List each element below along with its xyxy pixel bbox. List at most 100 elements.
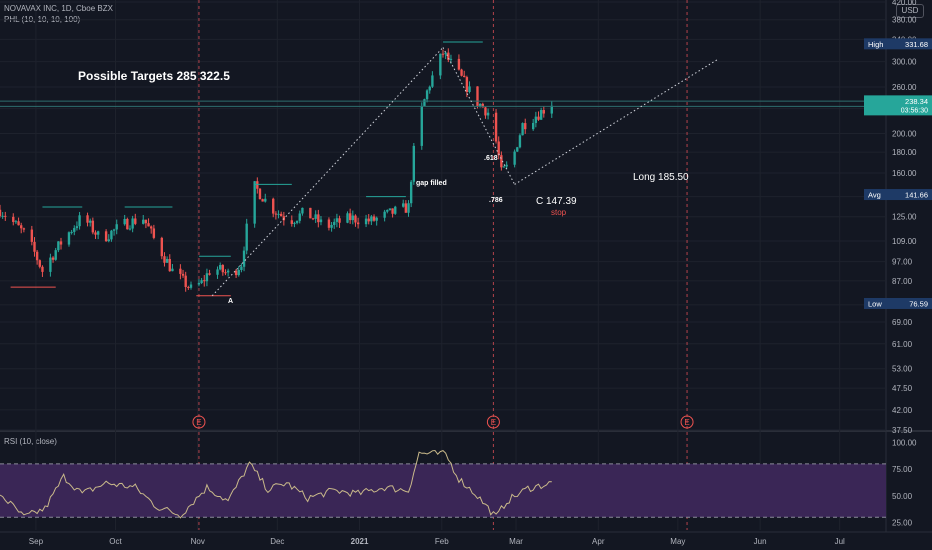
candle-body: [181, 273, 185, 276]
price-badge-label: Low: [868, 299, 882, 308]
candle-body: [203, 280, 206, 282]
candle-body: [91, 220, 95, 233]
candle-body: [534, 116, 538, 123]
candle-body: [290, 220, 293, 224]
candle-body: [38, 260, 41, 267]
trend-line-ab: [211, 47, 444, 297]
candle-body: [309, 207, 312, 219]
candle-body: [370, 216, 373, 222]
candle-body: [537, 116, 540, 120]
rsi-axis[interactable]: 25.00 50.00 75.00 100.00: [892, 439, 917, 528]
y-tick-label: 87.00: [892, 277, 913, 286]
candle-body: [67, 232, 71, 245]
candle-body: [457, 58, 461, 70]
candle-body: [500, 155, 503, 168]
candle-body: [282, 216, 286, 221]
annotation-gap-filled: gap filled: [416, 180, 447, 187]
price-badge: [864, 38, 932, 50]
candle-body: [431, 75, 434, 87]
candle-body: [184, 275, 187, 287]
annotation-a: A: [228, 298, 233, 305]
candle-body: [465, 77, 469, 92]
x-tick-label: Nov: [191, 537, 205, 546]
candle-body: [165, 258, 169, 263]
annotation-786: .786: [489, 197, 503, 204]
candle-body: [468, 86, 471, 92]
candle-body: [298, 213, 301, 221]
earnings-marker-label: E: [491, 418, 496, 427]
grid: [0, 0, 932, 533]
y-tick-label: 260.00: [892, 83, 917, 92]
candle-body: [502, 166, 506, 168]
rsi-tick-label: 100.00: [892, 439, 917, 448]
candle-body: [237, 269, 240, 276]
earnings-marker: [680, 415, 694, 429]
candle-body: [425, 90, 429, 100]
price-badge-value: 238.34: [905, 97, 928, 106]
candle-body: [54, 250, 57, 260]
candle-body: [330, 224, 333, 228]
annotation-targets: Possible Targets 285 322.5: [78, 69, 230, 83]
trend-line-bc: [442, 47, 516, 185]
annotation-stop: stop: [551, 208, 567, 217]
candle-body: [96, 231, 100, 235]
earnings-marker-label: E: [684, 418, 689, 427]
candle-body: [57, 241, 60, 251]
candle-body: [171, 268, 174, 272]
x-tick-label: Feb: [435, 537, 449, 546]
candle-body: [372, 216, 376, 221]
candle-body: [521, 123, 524, 136]
y-tick-label: 97.00: [892, 258, 913, 267]
candle-body: [516, 147, 519, 152]
y-tick-label: 380.00: [892, 16, 917, 25]
candle-body: [88, 220, 92, 223]
candle-body: [221, 265, 225, 273]
candle-body: [486, 112, 490, 116]
candle-body: [216, 269, 219, 275]
annotation-618: .618: [484, 155, 498, 162]
rsi-pane: [0, 449, 886, 519]
candle-body: [208, 273, 211, 275]
price-axis[interactable]: 37.5042.0047.5053.0061.0069.0076.0087.00…: [892, 0, 917, 435]
candle-body: [150, 226, 153, 229]
candle-body: [112, 229, 116, 231]
candle-body: [17, 221, 20, 226]
candle-body: [338, 218, 341, 223]
candle-body: [14, 221, 18, 223]
currency-button[interactable]: USD: [896, 4, 924, 18]
price-badge-label: Avg: [868, 191, 881, 200]
rsi-tick-label: 50.00: [892, 492, 913, 501]
x-tick-label: Dec: [270, 537, 284, 546]
candle-body: [12, 216, 15, 222]
candle-body: [75, 226, 79, 229]
y-tick-label: 42.00: [892, 406, 913, 415]
time-axis[interactable]: Sep Oct Nov Dec 2021 Feb Mar Apr May Jun Jul: [29, 537, 845, 546]
candle-body: [0, 209, 2, 217]
candle-body: [407, 203, 410, 213]
candle-body: [242, 250, 246, 267]
candle-body: [317, 214, 320, 223]
candle-body: [441, 53, 445, 55]
candle-body: [327, 219, 331, 228]
price-badge-countdown: 03:56:30: [901, 107, 928, 114]
candle-body: [428, 86, 431, 91]
candle-body: [375, 217, 378, 221]
candle-body: [168, 258, 171, 272]
candle-body: [476, 86, 479, 106]
candle-body: [147, 223, 150, 227]
y-tick-label: 47.50: [892, 384, 913, 393]
y-tick-label: 69.00: [892, 318, 913, 327]
candle-body: [224, 272, 227, 274]
price-badge: [864, 95, 932, 116]
candle-body: [274, 213, 278, 215]
candle-body: [301, 207, 304, 214]
candle-body: [160, 237, 164, 257]
candles: [0, 48, 553, 292]
rsi-tick-label: 25.00: [892, 519, 913, 528]
x-tick-label: Oct: [109, 537, 122, 546]
candle-body: [1, 215, 4, 217]
candle-body: [272, 198, 275, 214]
candle-body: [134, 218, 137, 224]
